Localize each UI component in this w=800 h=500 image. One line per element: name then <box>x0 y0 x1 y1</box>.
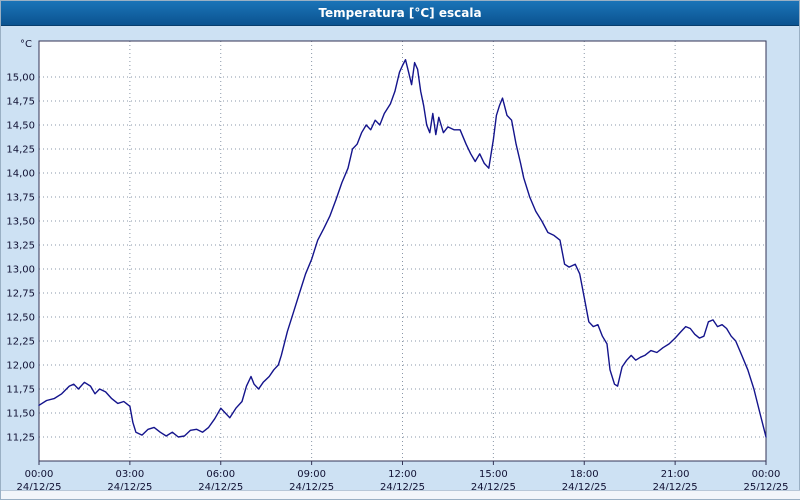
x-tick-date-label: 24/12/25 <box>17 482 62 493</box>
plot-border <box>38 40 767 462</box>
y-tick-label: 14,75 <box>6 97 35 108</box>
x-tick-time-label: 09:00 <box>297 469 326 480</box>
y-tick-label: 12,25 <box>6 337 35 348</box>
bottom-strip <box>1 490 800 499</box>
y-tick-label: 13,25 <box>6 241 35 252</box>
x-tick-date-label: 24/12/25 <box>289 482 334 493</box>
chart-panel: 11,25 11,50 11,75 12,00 12,25 12,50 12,75 13,00… <box>1 25 800 493</box>
y-tick-label: 14,50 <box>6 121 35 132</box>
x-tick-time-label: 06:00 <box>206 469 235 480</box>
x-tick-time-label: 18:00 <box>570 469 599 480</box>
x-tick-time-label: 03:00 <box>115 469 144 480</box>
x-tick-time-label: 15:00 <box>479 469 508 480</box>
x-tick-date-label: 24/12/25 <box>380 482 425 493</box>
y-tick-label: 12,00 <box>6 361 35 372</box>
y-tick-label: 12,50 <box>6 313 35 324</box>
y-tick-label: 15,00 <box>6 73 35 84</box>
x-tick-date-label: 25/12/25 <box>744 482 789 493</box>
y-tick-label: 14,00 <box>6 169 35 180</box>
y-tick-label: 11,75 <box>6 385 35 396</box>
y-tick-label: 12,75 <box>6 289 35 300</box>
window-title: Temperatura [°C] escala <box>1 1 799 26</box>
temperature-series-line <box>38 59 767 438</box>
x-tick-time-label: 12:00 <box>388 469 417 480</box>
y-tick-label: 13,00 <box>6 265 35 276</box>
x-tick-date-label: 24/12/25 <box>653 482 698 493</box>
y-tick-label: 13,50 <box>6 217 35 228</box>
y-tick-label: 11,50 <box>6 409 35 420</box>
x-tick-date-label: 24/12/25 <box>562 482 607 493</box>
x-tick-time-label: 00:00 <box>752 469 781 480</box>
y-tick-label: 11,25 <box>6 433 35 444</box>
x-tick-date-label: 24/12/25 <box>471 482 516 493</box>
y-axis-unit-label: °C <box>20 39 32 50</box>
x-tick-date-label: 24/12/25 <box>198 482 243 493</box>
x-tick-time-label: 00:00 <box>25 469 54 480</box>
plot-area <box>39 41 766 461</box>
x-tick-time-label: 21:00 <box>661 469 690 480</box>
temperature-line-chart: 11,25 11,50 11,75 12,00 12,25 12,50 12,75 13,00… <box>6 39 789 493</box>
x-tick-date-label: 24/12/25 <box>107 482 152 493</box>
y-tick-label: 14,25 <box>6 145 35 156</box>
y-tick-label: 13,75 <box>6 193 35 204</box>
